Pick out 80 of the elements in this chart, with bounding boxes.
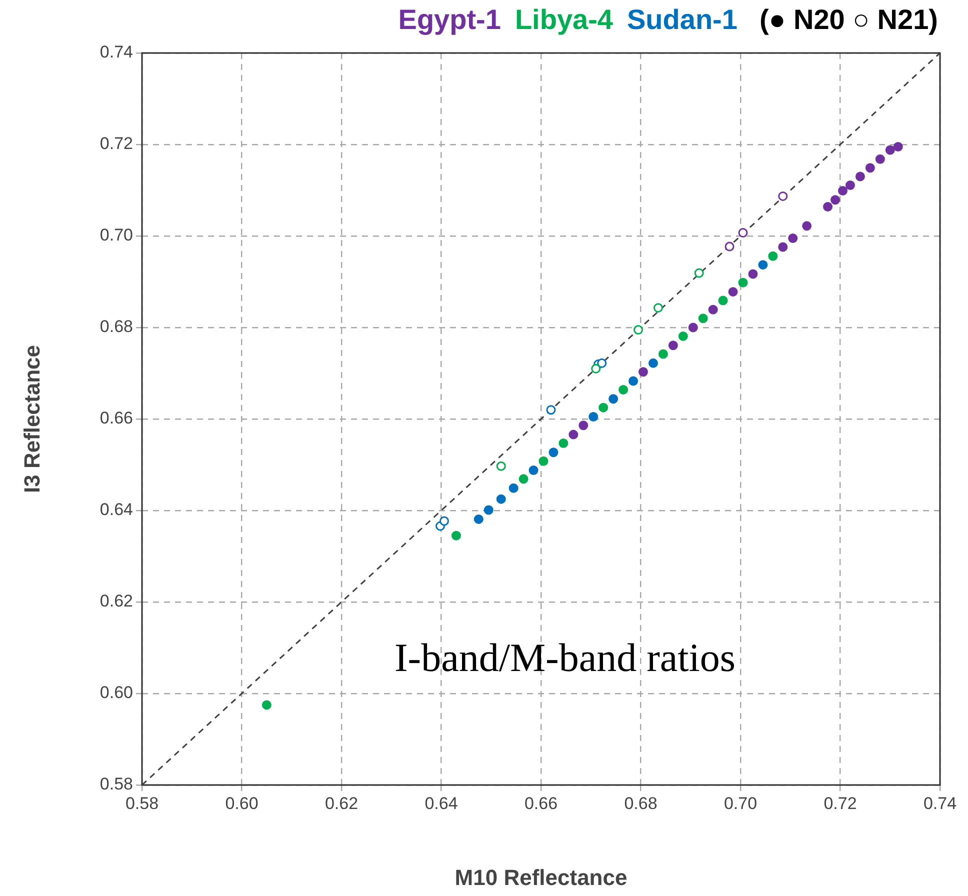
- text: Sudan-1: [626, 4, 738, 35]
- point: [718, 296, 728, 306]
- y-tick-label: 0.70: [100, 226, 133, 245]
- point: [748, 269, 758, 279]
- point: [568, 430, 578, 440]
- point: [638, 367, 648, 377]
- point: [698, 314, 708, 324]
- point: [608, 394, 618, 404]
- y-axis-title: I3 Reflectance: [19, 345, 44, 493]
- x-tick-label: 0.62: [324, 794, 358, 813]
- point: [893, 142, 903, 152]
- point: [694, 268, 704, 278]
- point: [628, 376, 638, 386]
- point: [578, 420, 588, 430]
- point: [634, 325, 644, 335]
- y-tick-label: 0.66: [100, 408, 133, 428]
- point: [865, 163, 875, 173]
- y-tick-label: 0.64: [100, 500, 133, 520]
- x-tick-label: 0.60: [225, 794, 258, 813]
- legend-title: (● N20 ○ N21): [759, 4, 938, 35]
- point: [548, 448, 558, 458]
- point: [778, 191, 788, 201]
- point: [588, 412, 598, 422]
- point: [653, 303, 663, 313]
- point: [618, 384, 628, 394]
- point: [728, 287, 738, 297]
- point: [439, 516, 449, 526]
- point: [591, 364, 601, 374]
- point: [668, 340, 678, 350]
- x-tick-label: 0.68: [624, 794, 658, 813]
- point: [758, 260, 768, 270]
- point: [648, 358, 658, 368]
- point: [538, 456, 548, 466]
- y-tick-label: 0.74: [100, 42, 133, 62]
- y-tick-label: 0.72: [100, 134, 133, 154]
- point: [885, 145, 895, 155]
- point: [802, 221, 812, 231]
- point: [875, 154, 885, 164]
- y-tick-label: 0.68: [100, 317, 133, 336]
- point: [597, 358, 607, 368]
- point: [496, 461, 506, 471]
- point: [484, 505, 494, 515]
- point: [724, 242, 734, 252]
- x-tick-label: 0.70: [724, 794, 758, 813]
- point: [688, 322, 698, 332]
- point: [262, 700, 272, 710]
- point: [451, 530, 461, 540]
- point: [838, 186, 848, 196]
- point: [830, 195, 840, 205]
- point: [558, 438, 568, 448]
- point: [855, 172, 865, 182]
- y-tick-label: 0.62: [100, 592, 133, 611]
- point: [738, 228, 748, 238]
- point: [496, 494, 506, 504]
- x-tick-label: 0.74: [923, 794, 957, 813]
- point: [474, 514, 484, 524]
- point: [768, 251, 778, 261]
- y-tick-label: 0.58: [100, 774, 133, 794]
- point: [518, 474, 528, 484]
- point: [788, 234, 798, 244]
- x-axis-title: M10 Reflectance: [454, 864, 628, 890]
- x-tick-label: 0.66: [524, 794, 558, 813]
- point: [546, 405, 556, 415]
- point: [598, 402, 608, 412]
- point: [845, 180, 855, 190]
- point: [678, 331, 688, 341]
- point: [738, 278, 748, 288]
- text: Egypt-1: [398, 4, 501, 35]
- y-tick-label: 0.60: [100, 683, 133, 702]
- point: [658, 349, 668, 359]
- annotation: I-band/M-band ratios: [394, 635, 736, 680]
- point: [823, 202, 833, 212]
- x-tick-label: 0.72: [824, 794, 857, 813]
- text: Libya-4: [514, 4, 613, 35]
- x-tick-label: 0.64: [424, 794, 458, 813]
- point: [778, 242, 788, 252]
- point: [508, 483, 518, 493]
- point: [528, 465, 538, 475]
- x-tick-label: 0.58: [125, 794, 159, 813]
- point: [708, 304, 718, 314]
